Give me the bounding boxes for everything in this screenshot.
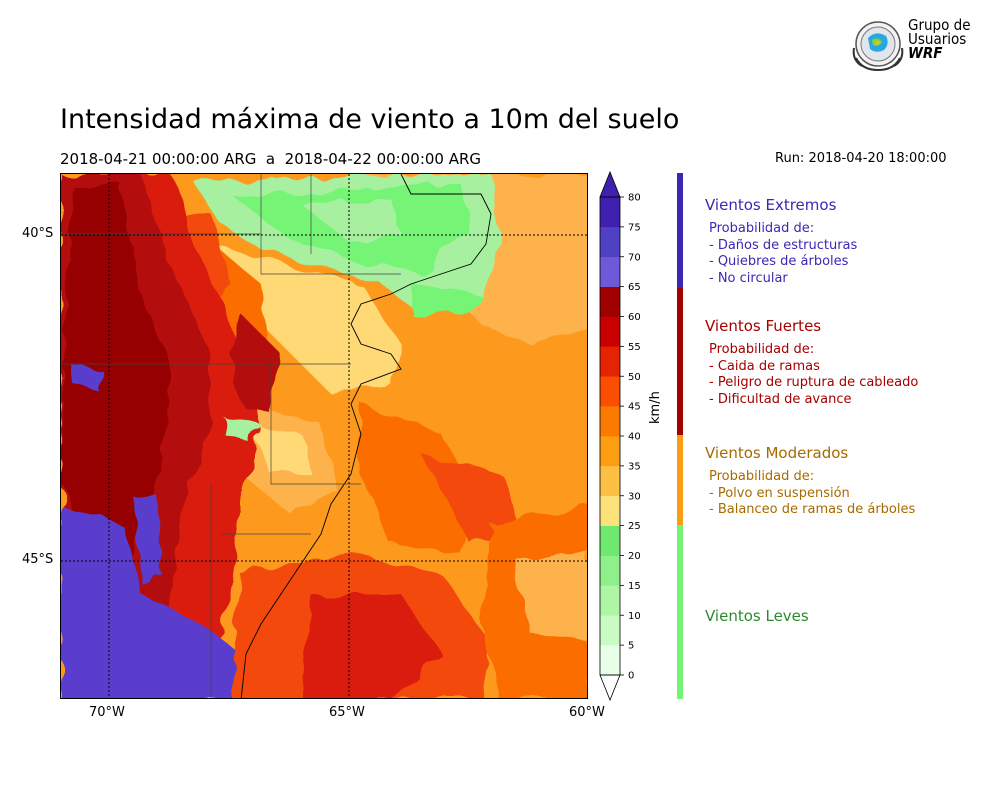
list-item: - Peligro de ruptura de cableado bbox=[709, 375, 919, 390]
category-title: Vientos Fuertes bbox=[705, 317, 822, 335]
category-color-bars bbox=[677, 173, 683, 699]
logo-line2: Usuarios bbox=[908, 30, 967, 48]
category-bar-fuertes bbox=[677, 288, 683, 435]
colorbar-segment bbox=[600, 436, 620, 467]
field-purple-sw bbox=[61, 504, 241, 698]
colorbar-extend-bottom bbox=[599, 674, 621, 702]
list-item: - Caida de ramas bbox=[709, 358, 820, 374]
category-bar-extremos bbox=[677, 173, 683, 288]
colorbar-tick-label: 30 bbox=[628, 491, 641, 502]
list-item: - No circular bbox=[709, 270, 788, 286]
colorbar-segment bbox=[600, 226, 620, 258]
logo-globe-icon bbox=[852, 21, 904, 72]
lon-label-60w: 60°W bbox=[569, 705, 605, 720]
category-bar-moderados bbox=[677, 435, 683, 525]
colorbar-extend-top bbox=[599, 170, 621, 198]
colorbar-segment bbox=[600, 555, 620, 586]
colorbar-tick-label: 5 bbox=[628, 641, 634, 652]
colorbar-tick-label: 70 bbox=[628, 252, 641, 263]
category-title: Vientos Leves bbox=[705, 607, 809, 625]
lat-label-40s: 40°S bbox=[22, 226, 54, 241]
province-borders bbox=[61, 174, 401, 698]
lat-label-45s: 45°S bbox=[22, 552, 54, 567]
list-item: - Polvo en suspensión bbox=[709, 485, 850, 501]
prob-label: Probabilidad de: bbox=[709, 342, 815, 357]
colorbar-segment bbox=[600, 346, 620, 377]
colorbar-tick-label: 75 bbox=[628, 222, 641, 233]
category-body: Probabilidad de: - Polvo en suspensión -… bbox=[705, 469, 915, 519]
colorbar-unit: km/h bbox=[648, 391, 663, 424]
colorbar: 0 5 10 15 20 25 30 35 40 45 50 55 60 65 70 75 80 bbox=[599, 170, 641, 702]
prob-label: Probabilidad de: bbox=[709, 221, 815, 236]
list-item: - Dificultad de avance bbox=[709, 391, 852, 407]
category-fuertes: Vientos Fuertes Probabilidad de: - Caida… bbox=[705, 317, 918, 408]
colorbar-tick-label: 15 bbox=[628, 581, 641, 592]
colorbar-tick-label: 80 bbox=[628, 193, 641, 204]
colorbar-segment bbox=[600, 376, 620, 407]
colorbar-tick-label: 20 bbox=[628, 551, 641, 562]
logo-text: Grupo de Usuarios WRF bbox=[908, 16, 971, 62]
category-extremos: Vientos Extremos Probabilidad de: - Daño… bbox=[705, 196, 857, 287]
colorbar-segment bbox=[600, 465, 620, 497]
prob-label: Probabilidad de: bbox=[709, 469, 815, 484]
page-title: Intensidad máxima de viento a 10m del su… bbox=[60, 104, 680, 135]
lon-label-70w: 70°W bbox=[89, 705, 125, 720]
colorbar-tick-label: 60 bbox=[628, 312, 641, 323]
colorbar-tick-label: 10 bbox=[628, 611, 641, 622]
colorbar-tick-label: 50 bbox=[628, 372, 641, 383]
list-item: - Balanceo de ramas de árboles bbox=[709, 502, 916, 517]
colorbar-tick-label: 35 bbox=[628, 461, 641, 472]
category-body: Probabilidad de: - Caida de ramas - Peli… bbox=[705, 342, 918, 408]
colorbar-segment bbox=[600, 316, 620, 347]
colorbar-segment bbox=[600, 256, 620, 287]
colorbar-segment bbox=[600, 286, 620, 317]
category-title: Vientos Moderados bbox=[705, 444, 849, 462]
category-moderados: Vientos Moderados Probabilidad de: - Pol… bbox=[705, 444, 915, 519]
logo-line1: Grupo de bbox=[908, 16, 971, 34]
wind-map bbox=[60, 173, 588, 699]
colorbar-segment bbox=[600, 615, 620, 646]
run-time-label: Run: 2018-04-20 18:00:00 bbox=[775, 151, 947, 166]
colorbar-tick-label: 65 bbox=[628, 282, 641, 293]
colorbar-tick-label: 45 bbox=[628, 402, 641, 413]
category-bar-leves bbox=[677, 525, 683, 699]
colorbar-segment bbox=[600, 585, 620, 616]
colorbar-tick-label: 0 bbox=[628, 671, 634, 682]
grupo-usuarios-wrf-logo bbox=[852, 21, 904, 72]
category-body: Probabilidad de: - Daños de estructuras … bbox=[705, 221, 857, 287]
colorbar-segment bbox=[600, 495, 620, 526]
coastline bbox=[240, 174, 492, 698]
colorbar-tick-label: 25 bbox=[628, 521, 641, 532]
wind-map-svg bbox=[61, 174, 587, 698]
colorbar-segment bbox=[600, 645, 620, 676]
colorbar-tick-label: 55 bbox=[628, 342, 641, 353]
list-item: - Quiebres de árboles bbox=[709, 254, 849, 269]
colorbar-segment bbox=[600, 197, 620, 228]
colorbar-tick-label: 40 bbox=[628, 432, 641, 443]
logo-line3: WRF bbox=[908, 44, 943, 62]
colorbar-segment bbox=[600, 525, 620, 556]
period-subtitle: 2018-04-21 00:00:00 ARG a 2018-04-22 00:… bbox=[60, 150, 482, 168]
colorbar-segment bbox=[600, 406, 620, 437]
list-item: - Daños de estructuras bbox=[709, 237, 858, 253]
lon-label-65w: 65°W bbox=[329, 705, 365, 720]
category-title: Vientos Extremos bbox=[705, 196, 837, 214]
category-leves: Vientos Leves bbox=[705, 607, 809, 625]
